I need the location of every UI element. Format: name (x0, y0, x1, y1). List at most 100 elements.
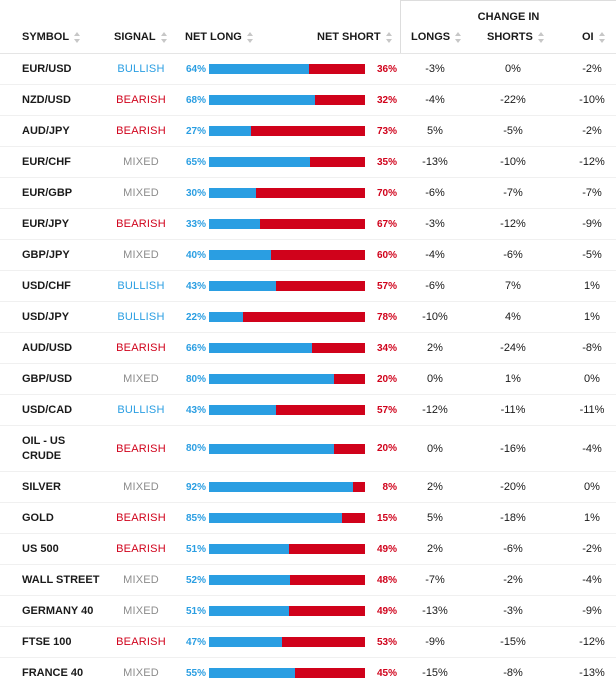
column-header-symbol-label: SYMBOL (22, 31, 70, 43)
symbol-name[interactable]: USD/CAD (22, 403, 73, 416)
change-longs: -7% (425, 574, 445, 586)
table-row[interactable]: FRANCE 40 MIXED 55% 45% -15% -8% -13% (0, 658, 616, 686)
signal-badge: BEARISH (116, 512, 166, 524)
table-row[interactable]: USD/JPY BULLISH 22% 78% -10% 4% 1% (0, 302, 616, 333)
table-row[interactable]: EUR/JPY BEARISH 33% 67% -3% -12% -9% (0, 209, 616, 240)
table-row[interactable]: NZD/USD BEARISH 68% 32% -4% -22% -10% (0, 85, 616, 116)
sentiment-bar (209, 482, 365, 492)
symbol-name[interactable]: FTSE 100 (22, 635, 72, 648)
table-row[interactable]: EUR/GBP MIXED 30% 70% -6% -7% -7% (0, 178, 616, 209)
table-row[interactable]: AUD/JPY BEARISH 27% 73% 5% -5% -2% (0, 116, 616, 147)
sort-icon (74, 31, 81, 43)
symbol-name[interactable]: EUR/GBP (22, 186, 73, 199)
symbol-name[interactable]: EUR/USD (22, 62, 72, 75)
net-long-percent: 80% (185, 373, 206, 385)
table-row[interactable]: GBP/JPY MIXED 40% 60% -4% -6% -5% (0, 240, 616, 271)
change-shorts: -12% (500, 218, 526, 230)
column-header-shorts[interactable]: SHORTS (487, 31, 545, 43)
change-oi: 0% (584, 481, 600, 493)
net-long-percent: 85% (185, 512, 206, 524)
table-row[interactable]: GBP/USD MIXED 80% 20% 0% 1% 0% (0, 364, 616, 395)
change-oi: -9% (582, 605, 602, 617)
column-header-longs[interactable]: LONGS (411, 31, 462, 43)
column-header-symbol[interactable]: SYMBOL (22, 31, 81, 43)
net-long-percent: 55% (185, 667, 206, 679)
change-longs: 5% (427, 125, 443, 137)
symbol-name[interactable]: USD/JPY (22, 310, 70, 323)
symbol-name[interactable]: USD/CHF (22, 279, 71, 292)
column-header-signal[interactable]: SIGNAL (114, 31, 168, 43)
sentiment-bar (209, 343, 365, 353)
change-longs: -6% (425, 187, 445, 199)
table-row[interactable]: GOLD BEARISH 85% 15% 5% -18% 1% (0, 503, 616, 534)
change-oi: 1% (584, 512, 600, 524)
change-shorts: 1% (505, 373, 521, 385)
symbol-name[interactable]: OIL - US CRUDE (22, 434, 66, 462)
change-shorts: 0% (505, 63, 521, 75)
sentiment-bar (209, 637, 365, 647)
symbol-name[interactable]: NZD/USD (22, 93, 71, 106)
change-shorts: -16% (500, 442, 526, 455)
signal-badge: BEARISH (116, 94, 166, 106)
symbol-name[interactable]: AUD/USD (22, 341, 73, 354)
change-longs: -3% (425, 63, 445, 75)
table-row[interactable]: EUR/USD BULLISH 64% 36% -3% 0% -2% (0, 54, 616, 85)
net-short-percent: 67% (376, 218, 397, 230)
table-row[interactable]: USD/CAD BULLISH 43% 57% -12% -11% -11% (0, 395, 616, 426)
change-oi: -2% (582, 543, 602, 555)
column-header-net-short-label: NET SHORT (317, 31, 381, 43)
sentiment-bar (209, 95, 365, 105)
symbol-name[interactable]: GOLD (22, 511, 54, 524)
symbol-name[interactable]: SILVER (22, 480, 61, 493)
table-row[interactable]: SILVER MIXED 92% 8% 2% -20% 0% (0, 472, 616, 503)
change-longs: -6% (425, 280, 445, 292)
change-in-label: CHANGE IN (477, 11, 540, 23)
net-short-percent: 34% (376, 342, 397, 354)
table-row[interactable]: EUR/CHF MIXED 65% 35% -13% -10% -12% (0, 147, 616, 178)
column-header-signal-label: SIGNAL (114, 31, 156, 43)
symbol-name[interactable]: EUR/CHF (22, 155, 71, 168)
sentiment-bar (209, 219, 365, 229)
symbol-name[interactable]: FRANCE 40 (22, 666, 84, 679)
change-oi: -4% (582, 442, 602, 455)
change-oi: -12% (579, 156, 605, 168)
signal-badge: BULLISH (117, 63, 165, 75)
sort-icon (455, 31, 462, 43)
table-row[interactable]: OIL - US CRUDE BEARISH 80% 20% 0% -16% -4% (0, 426, 616, 472)
change-longs: -10% (422, 311, 448, 323)
symbol-name[interactable]: WALL STREET (22, 573, 100, 586)
symbol-name[interactable]: GBP/JPY (22, 248, 70, 261)
table-row[interactable]: WALL STREET MIXED 52% 48% -7% -2% -4% (0, 565, 616, 596)
table-row[interactable]: US 500 BEARISH 51% 49% 2% -6% -2% (0, 534, 616, 565)
change-longs: -12% (422, 404, 448, 416)
change-shorts: -8% (503, 667, 523, 679)
symbol-name[interactable]: GERMANY 40 (22, 604, 94, 617)
table-row[interactable]: USD/CHF BULLISH 43% 57% -6% 7% 1% (0, 271, 616, 302)
column-header-oi-label: OI (582, 31, 594, 43)
change-oi: 1% (584, 311, 600, 323)
column-header-net-short[interactable]: NET SHORT (317, 31, 393, 43)
net-short-percent: 49% (376, 605, 397, 617)
header-divider (0, 53, 616, 54)
column-header-oi[interactable]: OI (582, 31, 606, 43)
sentiment-bar-long-fill (209, 343, 312, 353)
sentiment-bar (209, 64, 365, 74)
symbol-name[interactable]: GBP/USD (22, 372, 73, 385)
symbol-name[interactable]: US 500 (22, 542, 59, 555)
change-longs: -3% (425, 218, 445, 230)
sentiment-bar-long-fill (209, 95, 316, 105)
sentiment-bar-long-fill (209, 544, 289, 554)
net-long-percent: 92% (185, 481, 206, 493)
symbol-name[interactable]: AUD/JPY (22, 124, 70, 137)
change-oi: -4% (582, 574, 602, 586)
sentiment-bar (209, 575, 365, 585)
change-shorts: -20% (500, 481, 526, 493)
column-header-net-long[interactable]: NET LONG (185, 31, 254, 43)
change-shorts: -24% (500, 342, 526, 354)
table-row[interactable]: AUD/USD BEARISH 66% 34% 2% -24% -8% (0, 333, 616, 364)
symbol-name[interactable]: EUR/JPY (22, 217, 70, 230)
table-row[interactable]: GERMANY 40 MIXED 51% 49% -13% -3% -9% (0, 596, 616, 627)
change-longs: 2% (427, 543, 443, 555)
signal-badge: MIXED (123, 481, 159, 493)
table-row[interactable]: FTSE 100 BEARISH 47% 53% -9% -15% -12% (0, 627, 616, 658)
